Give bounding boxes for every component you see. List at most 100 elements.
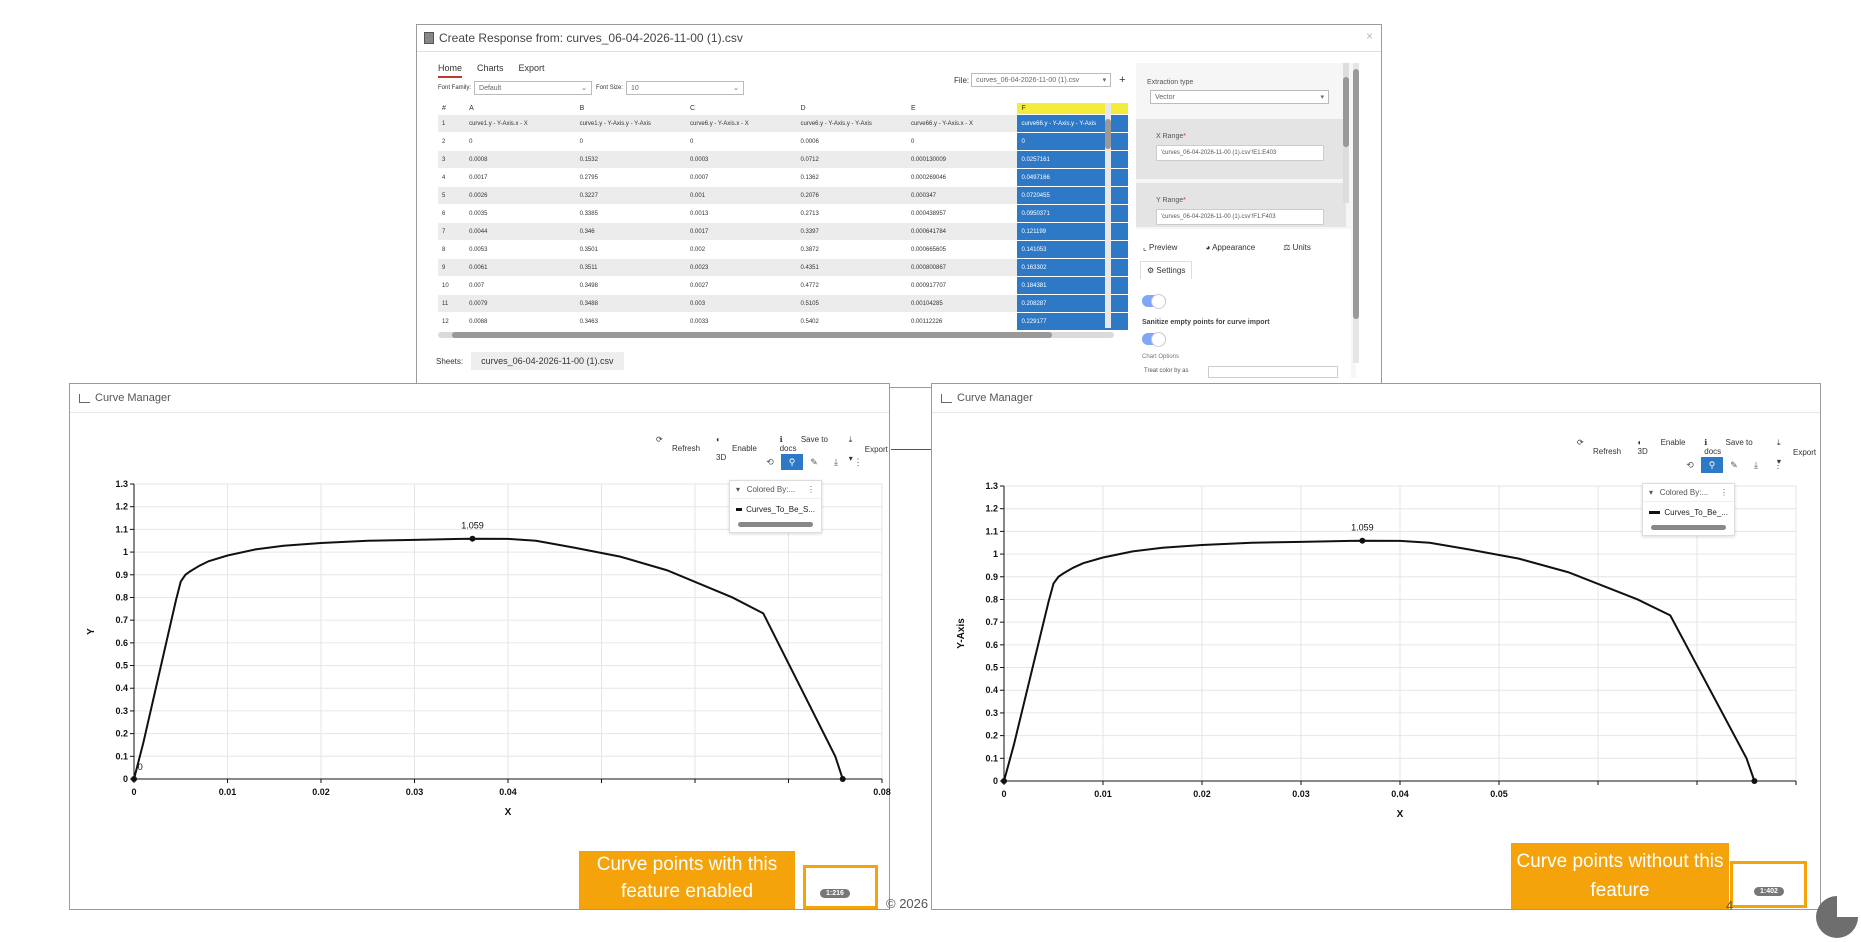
grid-cell[interactable]: 0.000665605 (906, 240, 1018, 259)
grid-cell[interactable]: curve1.y - Y-Axis.x - X (465, 114, 576, 133)
toggle-switch-1[interactable] (1142, 294, 1166, 309)
grid-cell[interactable]: 5 (438, 186, 466, 205)
more-icon[interactable]: ⋮ (853, 456, 863, 467)
grid-cell[interactable]: 0.0003 (686, 150, 797, 169)
grid-cell[interactable]: 0.007 (465, 276, 576, 295)
grid-cell[interactable]: 12 (438, 312, 466, 331)
sanitize-toggle[interactable] (1142, 332, 1166, 347)
grid-cell[interactable]: 0.003 (686, 294, 797, 313)
grid-cell[interactable]: 0.184381 (1017, 276, 1128, 295)
grid-cell[interactable]: 0.0006 (796, 132, 907, 151)
grid-cell[interactable]: 0.0007 (686, 168, 797, 187)
grid-cell[interactable]: 0.3397 (796, 222, 907, 241)
grid-cell[interactable]: 0.0023 (686, 258, 797, 277)
zoom-icon[interactable]: ⚲ (1701, 457, 1723, 473)
grid-cell[interactable]: curve6.y - Y-Axis.y - Y-Axis (796, 114, 907, 133)
download-icon[interactable]: ⤓ (1754, 459, 1758, 470)
export-button[interactable]: ⤓ Export ▾ (1777, 438, 1817, 466)
treat-color-input[interactable] (1208, 366, 1338, 378)
grid-horizontal-scrollbar[interactable] (438, 332, 1114, 338)
tab-export[interactable]: Export (518, 63, 545, 73)
font-size-select[interactable]: 10 ⌄ (626, 81, 745, 95)
grid-cell[interactable]: 0.208287 (1017, 294, 1128, 313)
grid-cell[interactable]: 0.0053 (465, 240, 576, 259)
tab-units[interactable]: ⚖ Units (1283, 243, 1311, 252)
grid-cell[interactable]: 0.2076 (796, 186, 907, 205)
grid-cell[interactable]: 0 (906, 132, 1018, 151)
grid-cell[interactable]: 0 (465, 132, 576, 151)
enable-3d-button[interactable]: ◐ Enable 3D (716, 435, 757, 462)
grid-cell[interactable]: 0.3872 (796, 240, 907, 259)
legend-header[interactable]: ▾ Colored By:... ⋮ (730, 481, 821, 499)
grid-cell[interactable]: 0.0013 (686, 204, 797, 223)
add-file-button[interactable]: + (1119, 74, 1126, 86)
grid-cell[interactable]: 0.000438957 (906, 204, 1018, 223)
grid-cell[interactable]: 0.00112226 (906, 312, 1018, 331)
grid-cell[interactable]: F (1017, 103, 1128, 115)
grid-cell[interactable]: 0.0712 (796, 150, 907, 169)
grid-cell[interactable]: 0.00104285 (906, 294, 1018, 313)
grid-cell[interactable]: 0.2795 (575, 168, 687, 187)
x-range-input[interactable]: 'curves_06-04-2026-11-00 (1).csv'!E1:E40… (1156, 145, 1324, 161)
grid-cell[interactable]: # (438, 103, 466, 115)
pen-icon[interactable]: ✎ (810, 456, 818, 467)
grid-cell[interactable]: curve1.y - Y-Axis.y - Y-Axis (575, 114, 687, 133)
grid-cell[interactable]: 0.0044 (465, 222, 576, 241)
refresh-button[interactable]: ⟳ Refresh (1577, 438, 1622, 456)
grid-cell[interactable]: 0.1532 (575, 150, 687, 169)
grid-cell[interactable]: 0 (575, 132, 687, 151)
grid-cell[interactable]: 0.0061 (465, 258, 576, 277)
grid-cell[interactable]: 0.3463 (575, 312, 687, 331)
legend-scrollbar[interactable] (1651, 525, 1726, 530)
enable-3d-button[interactable]: ◐ Enable 3D (1637, 438, 1686, 456)
grid-cell[interactable]: 0.5105 (796, 294, 907, 313)
grid-cell[interactable]: 0.3501 (575, 240, 687, 259)
tab-appearance[interactable]: ◕ Appearance (1205, 243, 1256, 252)
grid-cell[interactable]: E (906, 103, 1018, 115)
grid-cell[interactable]: 0.000130009 (906, 150, 1018, 169)
grid-cell[interactable]: A (465, 103, 576, 115)
export-button[interactable]: ⤓ Export ▾ (848, 435, 888, 463)
grid-cell[interactable]: 0.000641784 (906, 222, 1018, 241)
grid-cell[interactable]: 0.121199 (1017, 222, 1128, 241)
tab-home[interactable]: Home (438, 63, 463, 78)
grid-cell[interactable]: B (575, 103, 687, 115)
legend-item[interactable]: Curves_To_Be_... (1643, 502, 1734, 523)
grid-cell[interactable]: 0.5402 (796, 312, 907, 331)
grid-cell[interactable]: 0.0017 (465, 168, 576, 187)
tab-charts[interactable]: Charts (477, 63, 504, 73)
grid-cell[interactable]: 0.0035 (465, 204, 576, 223)
extraction-type-select[interactable]: Vector ▾ (1150, 90, 1329, 104)
grid-cell[interactable]: 0.163302 (1017, 258, 1128, 277)
grid-cell[interactable]: 7 (438, 222, 466, 241)
grid-cell[interactable]: 0 (686, 132, 797, 151)
file-select[interactable]: curves_06-04-2026-11-00 (1).csv ▾ (971, 73, 1112, 87)
grid-cell[interactable]: 11 (438, 294, 466, 313)
grid-cell[interactable]: 0.0497166 (1017, 168, 1128, 187)
grid-cell[interactable]: curve66.y - Y-Axis.y - Y-Axis (1017, 114, 1128, 133)
legend-scrollbar[interactable] (738, 522, 813, 527)
grid-cell[interactable]: 0.2713 (796, 204, 907, 223)
grid-cell[interactable]: curve6.y - Y-Axis.x - X (686, 114, 797, 133)
grid-cell[interactable]: 0.000800867 (906, 258, 1018, 277)
grid-cell[interactable]: 0.3498 (575, 276, 687, 295)
grid-cell[interactable]: 0.4351 (796, 258, 907, 277)
grid-cell[interactable]: 0.229177 (1017, 312, 1128, 331)
tab-settings[interactable]: ⚙ Settings (1140, 261, 1193, 279)
side-top-scrollbar[interactable] (1343, 63, 1349, 203)
refresh-button[interactable]: ⟳ Refresh (656, 435, 701, 453)
legend-item[interactable]: Curves_To_Be_S... (730, 499, 821, 520)
y-range-input[interactable]: 'curves_06-04-2026-11-00 (1).csv'!F1:F40… (1156, 209, 1324, 225)
grid-cell[interactable]: 9 (438, 258, 466, 277)
close-icon[interactable]: × (1365, 29, 1373, 43)
save-to-docs-button[interactable]: ℹ Save to docs (1704, 438, 1753, 456)
zoom-icon[interactable]: ⚲ (781, 454, 803, 470)
grid-cell[interactable]: C (686, 103, 797, 115)
grid-cell[interactable]: 0.0026 (465, 186, 576, 205)
download-icon[interactable]: ⤓ (834, 456, 838, 467)
legend-header[interactable]: ▾ Colored By:... ⋮ (1643, 484, 1734, 502)
grid-cell[interactable]: 0.0088 (465, 312, 576, 331)
grid-cell[interactable]: 3 (438, 150, 466, 169)
grid-cell[interactable]: 0.0027 (686, 276, 797, 295)
grid-cell[interactable]: 0.0720455 (1017, 186, 1128, 205)
